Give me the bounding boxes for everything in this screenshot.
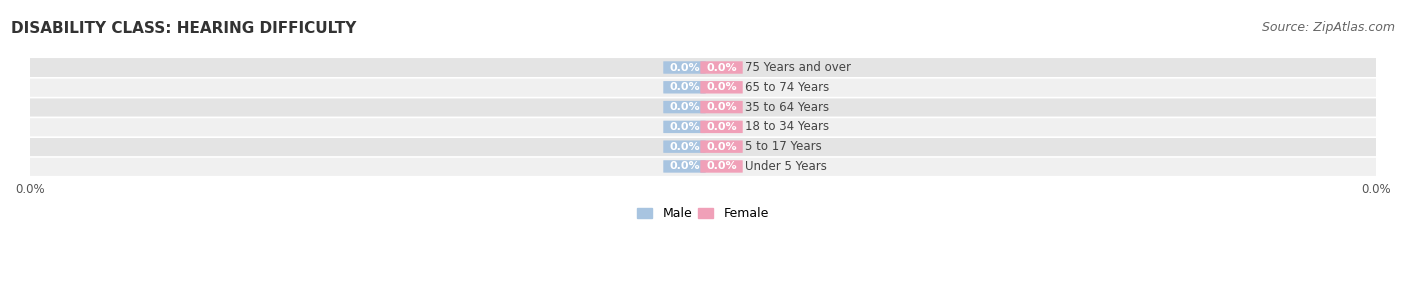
FancyBboxPatch shape [700,81,742,94]
FancyBboxPatch shape [664,160,706,173]
FancyBboxPatch shape [700,101,742,113]
Text: 0.0%: 0.0% [706,142,737,152]
FancyBboxPatch shape [664,61,706,74]
FancyBboxPatch shape [700,160,742,173]
FancyBboxPatch shape [664,101,706,113]
FancyBboxPatch shape [17,136,1389,157]
Legend: Male, Female: Male, Female [633,203,773,225]
FancyBboxPatch shape [664,81,706,94]
Text: 0.0%: 0.0% [706,161,737,171]
FancyBboxPatch shape [17,77,1389,98]
Text: 18 to 34 Years: 18 to 34 Years [745,120,830,133]
Text: 0.0%: 0.0% [706,102,737,112]
Text: Under 5 Years: Under 5 Years [745,160,827,173]
FancyBboxPatch shape [700,121,742,133]
FancyBboxPatch shape [17,97,1389,117]
Text: 0.0%: 0.0% [706,63,737,73]
Text: DISABILITY CLASS: HEARING DIFFICULTY: DISABILITY CLASS: HEARING DIFFICULTY [11,21,357,36]
Text: Source: ZipAtlas.com: Source: ZipAtlas.com [1261,21,1395,34]
FancyBboxPatch shape [700,140,742,153]
Text: 0.0%: 0.0% [669,82,700,92]
Text: 65 to 74 Years: 65 to 74 Years [745,81,830,94]
Text: 0.0%: 0.0% [669,142,700,152]
Text: 75 Years and over: 75 Years and over [745,61,852,74]
FancyBboxPatch shape [700,61,742,74]
Text: 0.0%: 0.0% [669,161,700,171]
FancyBboxPatch shape [17,57,1389,78]
FancyBboxPatch shape [17,156,1389,177]
Text: 35 to 64 Years: 35 to 64 Years [745,101,830,113]
Text: 0.0%: 0.0% [669,102,700,112]
Text: 0.0%: 0.0% [669,63,700,73]
FancyBboxPatch shape [664,121,706,133]
FancyBboxPatch shape [664,140,706,153]
Text: 0.0%: 0.0% [706,82,737,92]
FancyBboxPatch shape [17,117,1389,137]
Text: 5 to 17 Years: 5 to 17 Years [745,140,823,153]
Text: 0.0%: 0.0% [706,122,737,132]
Text: 0.0%: 0.0% [669,122,700,132]
